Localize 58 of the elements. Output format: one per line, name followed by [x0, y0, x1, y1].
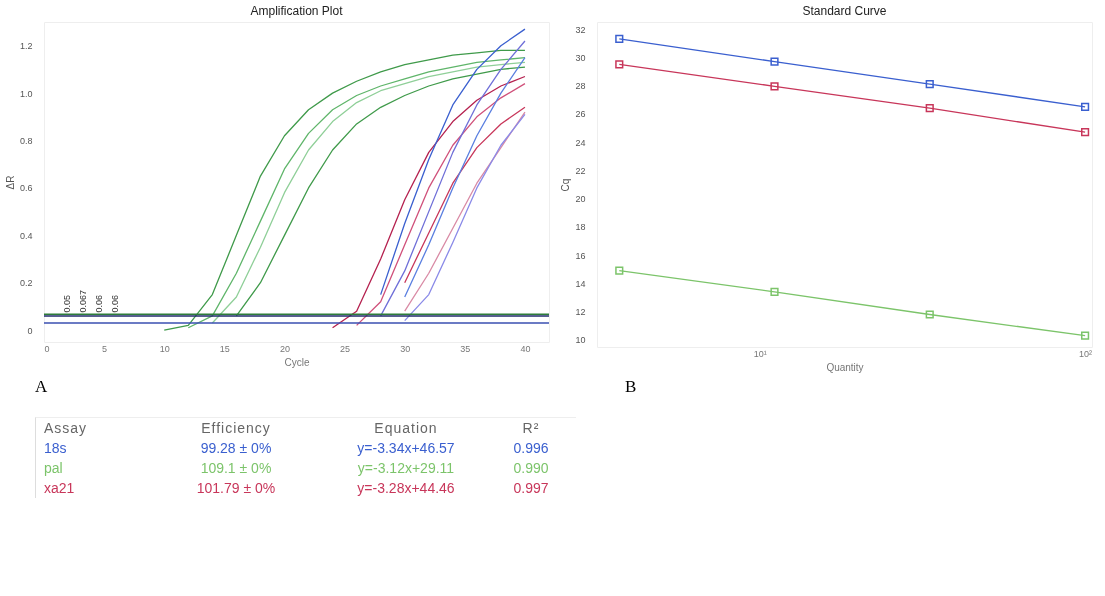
- text: A: [34, 377, 49, 398]
- x-tick-label: 5: [102, 343, 108, 354]
- y-tick-label: 18: [575, 222, 586, 233]
- annotation: 0.06: [94, 294, 104, 313]
- text: Equation: [373, 419, 439, 438]
- y-tick-label: 0.2: [19, 278, 33, 289]
- y-tick-label: 12: [575, 307, 586, 318]
- y-tick-label: 30: [575, 52, 586, 63]
- text: y=-3.12x+29.11: [356, 459, 456, 478]
- x-axis-title: Cycle: [284, 356, 310, 368]
- text: y=-3.34x+46.57: [356, 439, 456, 458]
- text: Efficiency: [200, 419, 272, 438]
- x-tick-label: 15: [219, 343, 230, 354]
- text: 18s: [43, 439, 68, 458]
- text: 0.997: [512, 479, 550, 498]
- text: R²: [521, 419, 541, 438]
- text: 99.28 ± 0%: [199, 439, 273, 458]
- text: 109.1 ± 0%: [199, 459, 273, 478]
- chart-title: Standard Curve: [802, 4, 887, 18]
- text: y=-3.28x+44.46: [356, 479, 456, 498]
- x-axis-title: Quantity: [826, 361, 864, 373]
- x-tick-label: 35: [460, 343, 471, 354]
- y-tick-label: 24: [575, 137, 586, 148]
- y-tick-label: 1.0: [19, 88, 33, 99]
- y-tick-label: 16: [575, 250, 586, 261]
- x-tick-label: 20: [279, 343, 290, 354]
- x-tick-label: 40: [520, 343, 531, 354]
- x-tick-label: 0: [44, 343, 50, 354]
- x-tick-label: 10¹: [753, 348, 767, 359]
- text: xa21: [43, 479, 76, 498]
- text: Assay: [43, 419, 89, 438]
- text: 0.996: [512, 439, 550, 458]
- y-axis-title: ΔR: [4, 175, 16, 190]
- x-tick-label: 30: [400, 343, 411, 354]
- y-tick-label: 0.6: [19, 183, 33, 194]
- y-tick-label: 32: [575, 24, 586, 35]
- x-tick-label: 10²: [1079, 348, 1093, 359]
- text: B: [624, 377, 637, 398]
- text: 101.79 ± 0%: [195, 479, 277, 498]
- y-tick-label: 10: [575, 335, 586, 346]
- y-tick-label: 28: [575, 81, 586, 92]
- y-tick-label: 26: [575, 109, 586, 120]
- y-tick-label: 22: [575, 165, 586, 176]
- y-tick-label: 0: [27, 325, 33, 336]
- annotation: 0.06: [110, 294, 120, 313]
- annotation: 0.05: [62, 294, 72, 313]
- y-tick-label: 20: [575, 194, 586, 205]
- y-tick-label: 1.2: [19, 41, 33, 52]
- x-tick-label: 10: [159, 343, 170, 354]
- y-tick-label: 14: [575, 278, 586, 289]
- y-axis-title: Cq: [560, 178, 572, 192]
- text: pal: [43, 459, 64, 478]
- annotation: 0.067: [78, 290, 88, 313]
- y-tick-label: 0.4: [19, 230, 33, 241]
- chart-title: Amplification Plot: [250, 4, 344, 18]
- x-tick-label: 25: [340, 343, 351, 354]
- text: 0.990: [512, 459, 550, 478]
- y-tick-label: 0.8: [19, 136, 33, 147]
